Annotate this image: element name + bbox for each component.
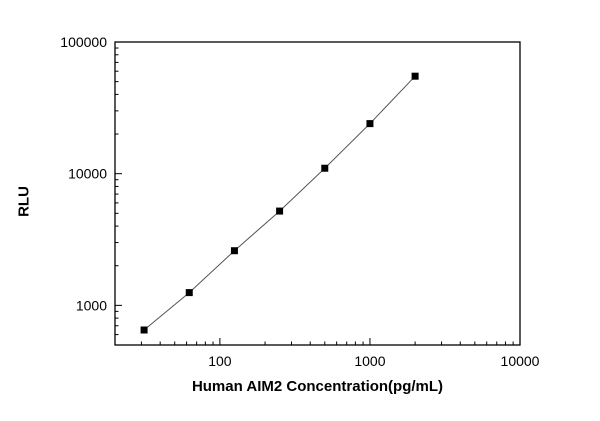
- data-point: [276, 207, 284, 215]
- data-point: [321, 164, 329, 172]
- x-tick-label: 1000: [354, 353, 385, 369]
- x-tick-label: 100: [208, 353, 232, 369]
- x-tick-label: 10000: [501, 353, 540, 369]
- data-point: [411, 72, 419, 80]
- data-point: [366, 120, 374, 128]
- data-point: [230, 247, 238, 255]
- data-point: [140, 326, 148, 334]
- data-point: [185, 289, 193, 297]
- plot-frame: [114, 41, 521, 346]
- y-tick-label: 10000: [68, 166, 107, 182]
- y-tick-label: 100000: [60, 34, 107, 50]
- curve-line: [143, 75, 416, 331]
- y-tick-label: 1000: [76, 297, 107, 313]
